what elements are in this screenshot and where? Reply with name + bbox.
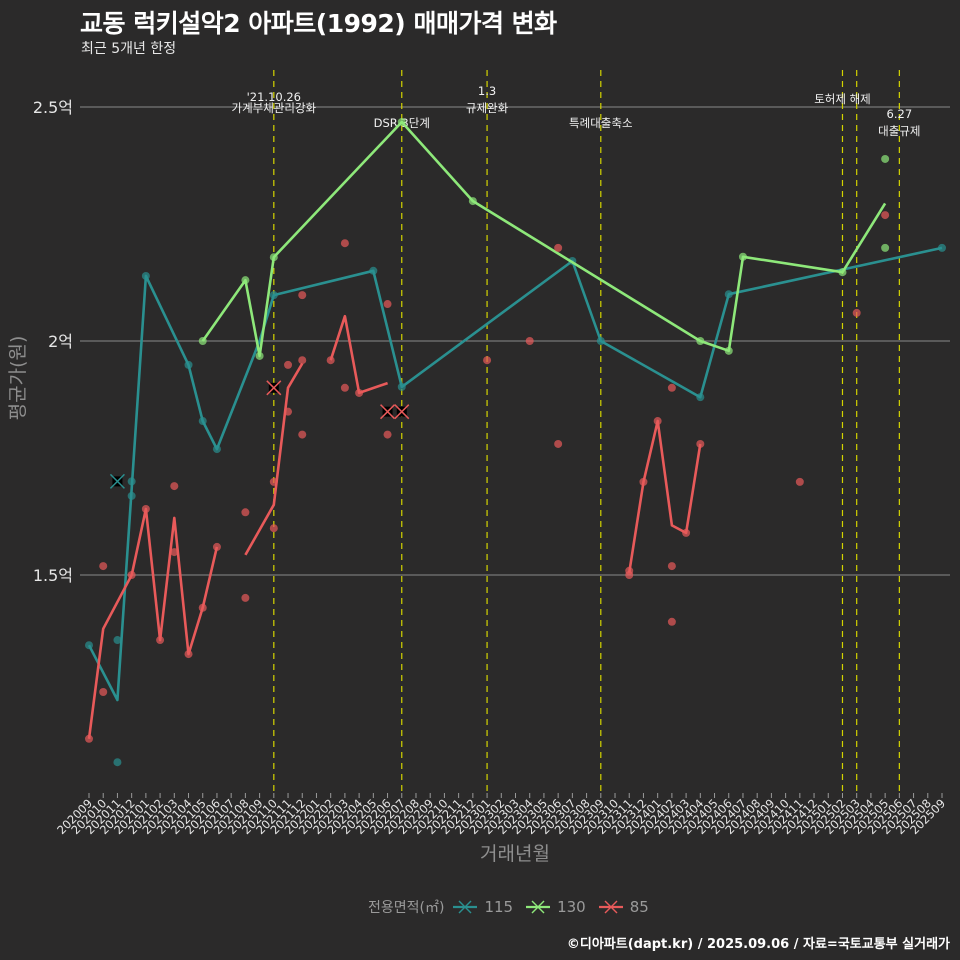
data-point — [938, 243, 946, 252]
x-axis-ticks: 2020092020102020112020122021012021022021… — [54, 793, 948, 837]
data-point — [667, 562, 676, 571]
footer-credit: ©디아파트(dapt.kr) / 2025.09.06 / 자료=국토교통부 실… — [566, 937, 950, 952]
data-point — [340, 239, 349, 248]
series-line — [244, 362, 304, 556]
data-point — [269, 524, 278, 533]
data-point — [170, 482, 179, 491]
data-point — [667, 383, 676, 392]
data-point — [881, 154, 890, 163]
data-point — [696, 439, 705, 448]
legend-key-115-icon — [453, 900, 478, 914]
grid-lines — [80, 106, 950, 576]
data-point — [667, 617, 676, 626]
data-point — [298, 430, 307, 439]
data-point — [881, 211, 890, 220]
data-point — [383, 300, 392, 309]
data-point — [795, 477, 804, 486]
cancelled-marker — [394, 404, 410, 420]
legend-label-115: 115 — [484, 898, 514, 916]
y-tick-label: 2.5억 — [33, 98, 73, 117]
data-point — [554, 439, 563, 448]
cancelled-marker — [380, 404, 396, 420]
y-axis-title: 평균가(원) — [7, 336, 29, 421]
data-point — [241, 593, 250, 602]
series-130 — [198, 117, 890, 360]
series-line — [87, 246, 943, 702]
data-point — [483, 356, 492, 365]
data-point — [340, 383, 349, 392]
data-point — [383, 430, 392, 439]
data-point — [554, 243, 563, 252]
series-line — [329, 314, 389, 395]
legend-label-130: 130 — [557, 898, 586, 916]
series-85 — [85, 211, 890, 743]
legend-title: 전용면적(㎡) — [368, 900, 445, 916]
legend: 전용면적(㎡) 115 130 85 — [368, 896, 659, 918]
data-point — [170, 548, 179, 557]
policy-annotation: 특례대출축소 — [569, 116, 632, 130]
legend-key-130-icon — [526, 900, 551, 914]
policy-lines — [273, 70, 900, 793]
series-line — [201, 120, 887, 358]
legend-label-85: 85 — [629, 898, 649, 916]
series-115 — [85, 243, 946, 767]
data-point — [298, 356, 307, 365]
policy-annotation: 가계부채관리강화 — [231, 101, 316, 115]
y-tick-label: 1.5억 — [33, 566, 73, 585]
cancelled-marker — [266, 380, 282, 396]
data-point — [298, 291, 307, 300]
cancelled-marker — [109, 473, 125, 489]
data-point — [99, 562, 108, 571]
data-point — [852, 308, 861, 317]
data-point — [99, 688, 108, 696]
policy-annotation: 대출규제 — [878, 124, 920, 138]
chart-subtitle: 최근 5개년 한정 — [81, 41, 177, 57]
policy-annotation: 1.3 — [478, 84, 496, 98]
policy-annotation: 토허제 해제 — [814, 92, 871, 106]
policy-annotation: 6.27 — [887, 107, 913, 121]
data-point — [284, 360, 293, 369]
data-point — [625, 571, 634, 579]
series-line — [627, 419, 702, 573]
y-tick-label: 2억 — [48, 332, 73, 351]
legend-key-85-icon — [598, 900, 623, 914]
x-axis-title: 거래년월 — [480, 843, 550, 865]
policy-annotation: 규제완화 — [466, 101, 509, 115]
data-point — [113, 636, 122, 645]
data-point — [525, 337, 534, 345]
series-lines — [85, 117, 946, 767]
data-point — [113, 758, 122, 767]
data-point — [241, 508, 250, 517]
policy-annotation: '21.10.26 — [247, 90, 301, 104]
series-line — [87, 507, 219, 739]
y-axis-ticks: 2.5억 2억 1.5억 — [33, 98, 73, 585]
chart-title: 교동 럭키설악2 아파트(1992) 매매가격 변화 — [80, 9, 557, 38]
data-point — [881, 243, 890, 252]
